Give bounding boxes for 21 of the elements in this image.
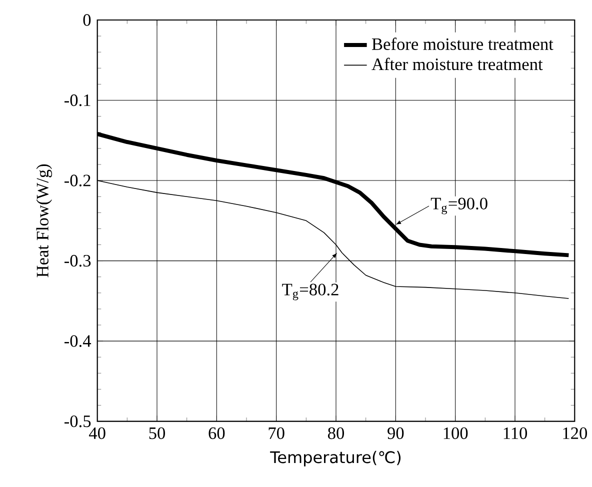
x-tick-label: 40	[89, 428, 106, 440]
legend-label: After moisture treatment	[372, 58, 543, 70]
x-tick-label: 50	[149, 428, 166, 440]
y-axis-title: Heat Flow(W/g)	[36, 164, 52, 278]
x-tick-label: 120	[563, 428, 588, 440]
x-tick-label: 60	[208, 428, 225, 440]
annotation: T$_{g}$=80.2	[282, 284, 338, 300]
x-tick-label: 80	[328, 428, 344, 440]
x-axis-title: Temperature(℃)	[270, 451, 401, 467]
y-tick-label: 0	[83, 14, 91, 26]
x-tick-label: 90	[388, 428, 404, 440]
y-tick-label: -0.1	[64, 94, 90, 106]
x-tick-label: 100	[444, 428, 468, 440]
x-tick-label: 110	[504, 428, 528, 440]
legend-label: Before moisture treatment	[372, 38, 554, 50]
y-tick-label: -0.5	[64, 416, 91, 428]
y-tick-label: -0.4	[64, 335, 92, 348]
y-tick-label: -0.2	[64, 174, 90, 187]
annotation: T$_{g}$=90.0	[430, 198, 488, 214]
x-tick-label: 70	[268, 428, 284, 440]
y-tick-label: -0.3	[64, 255, 91, 267]
